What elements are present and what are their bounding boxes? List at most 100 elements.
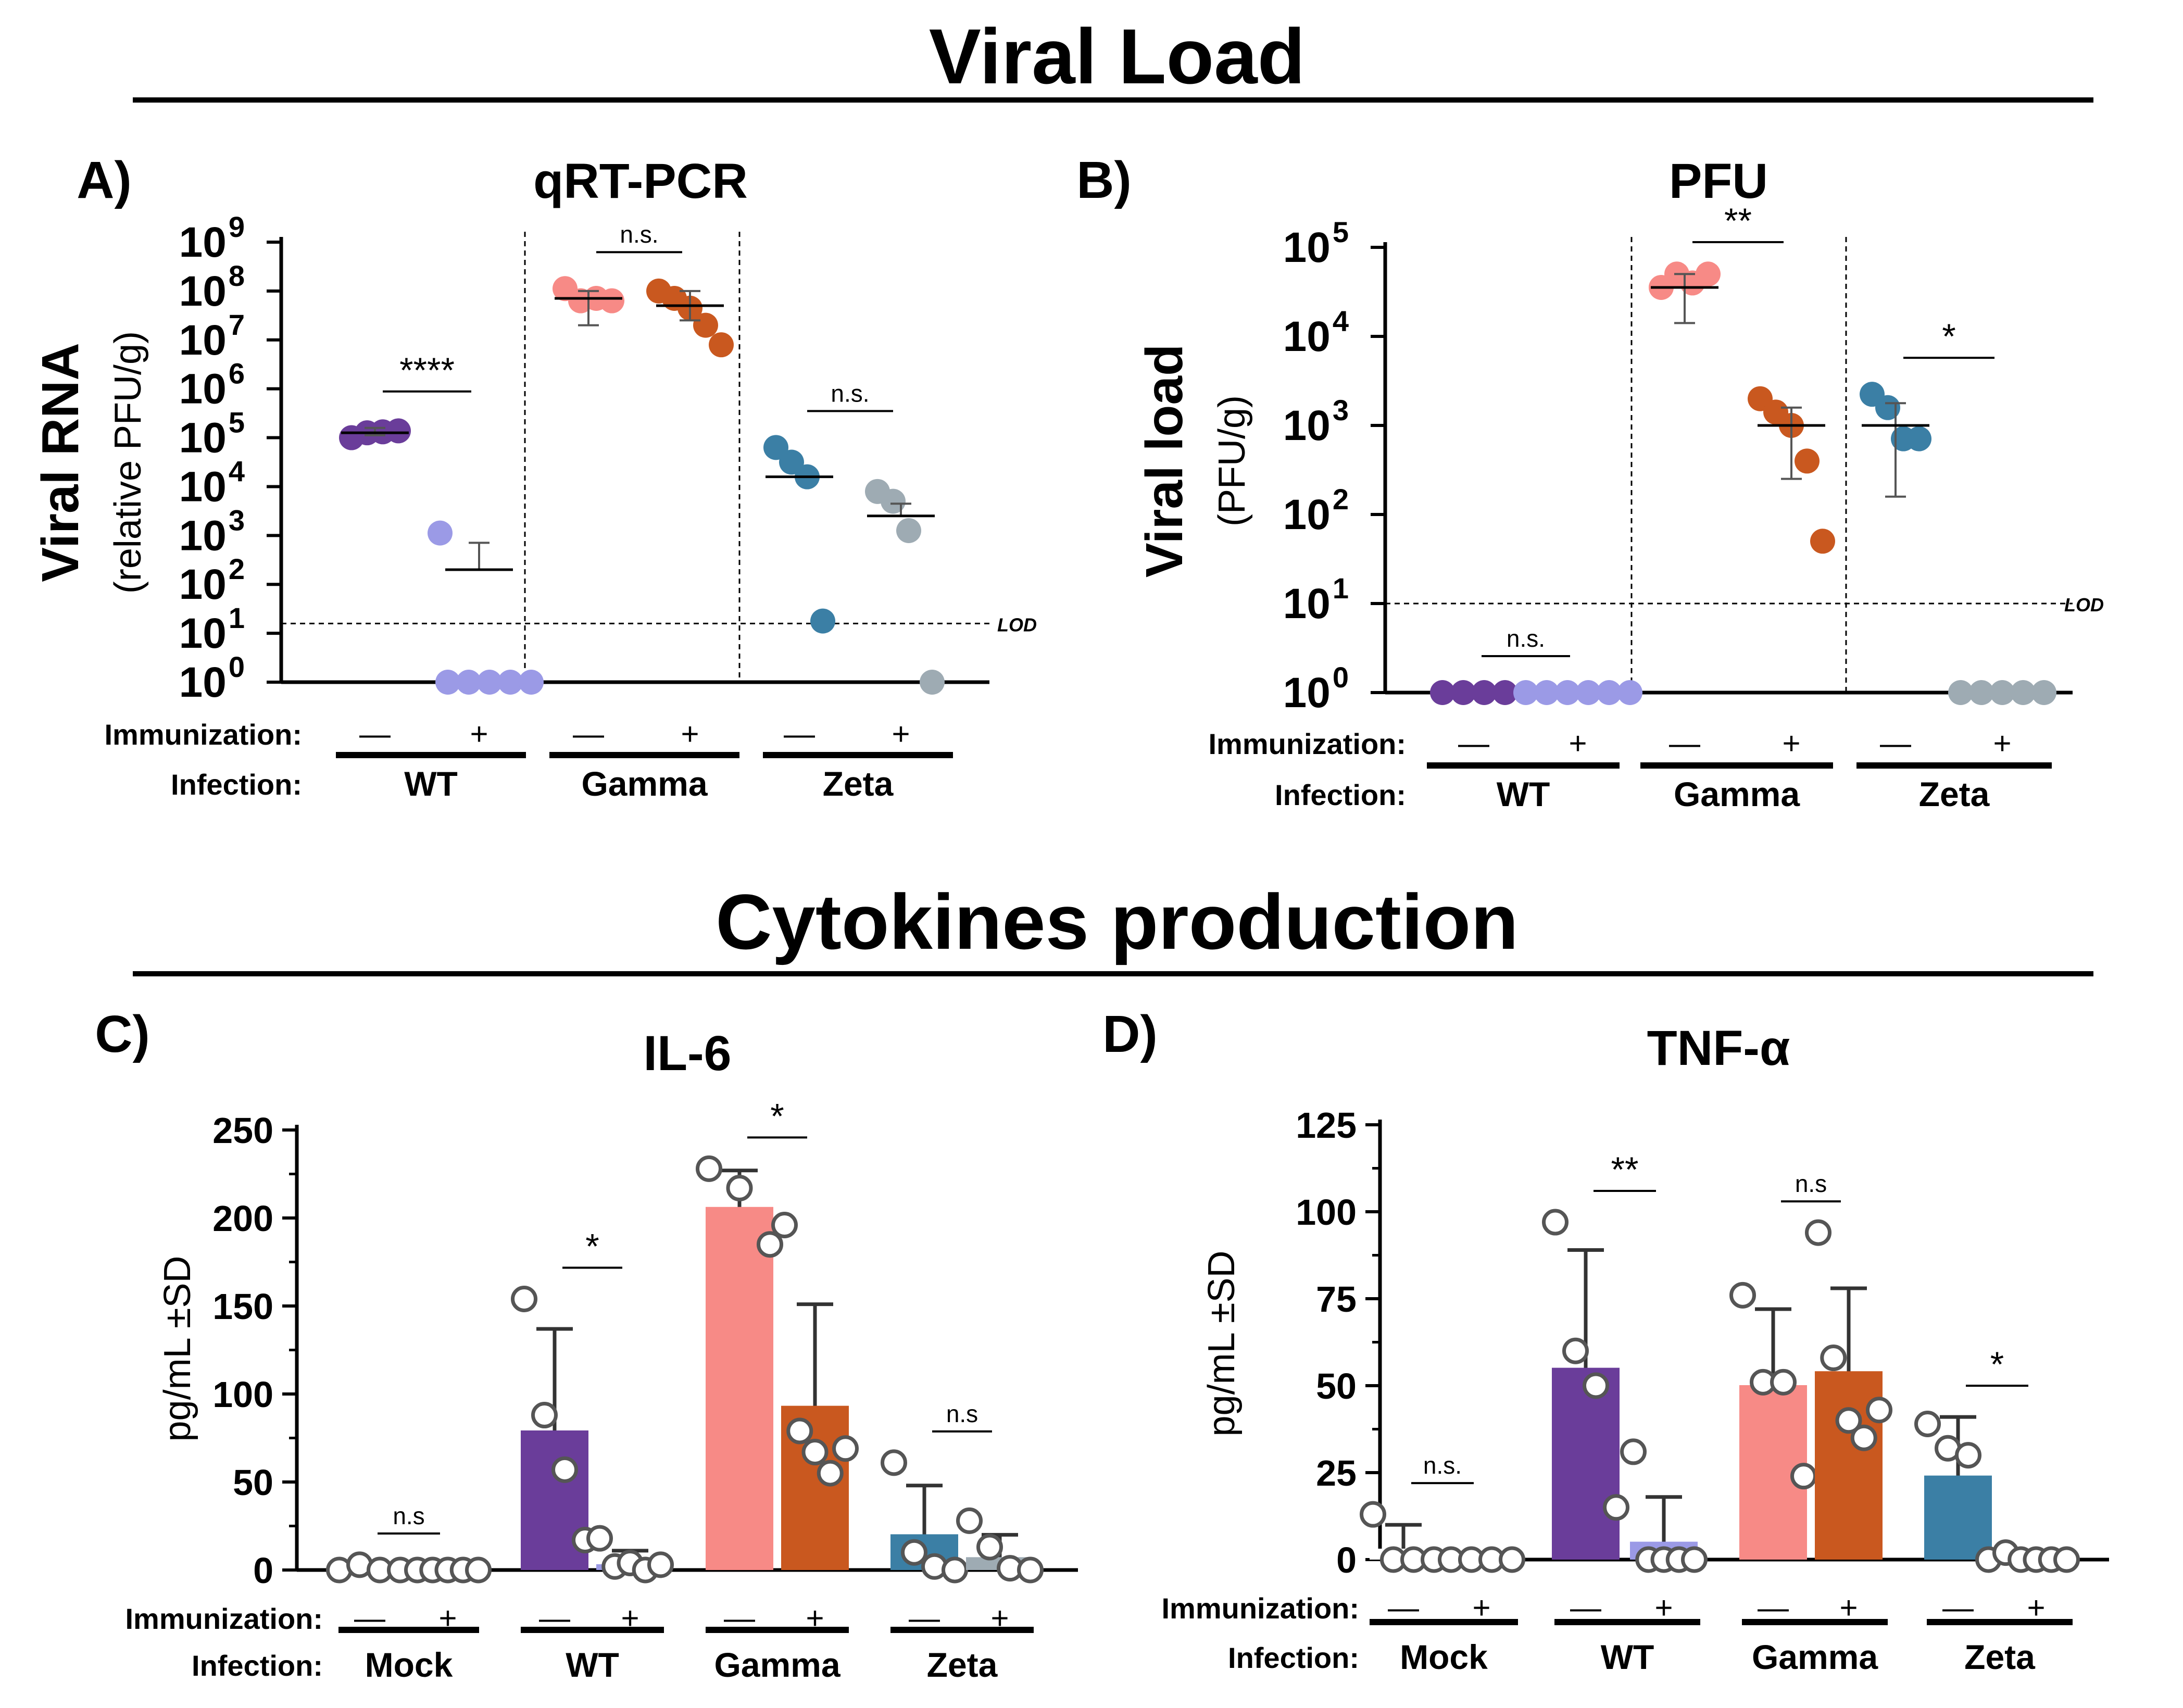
- data-point: [1850, 1424, 1877, 1451]
- panel-label: D): [1102, 1005, 1158, 1063]
- data-point: [1534, 680, 1559, 705]
- chart-title: qRT-PCR: [533, 154, 748, 209]
- data-point: [1955, 1442, 1981, 1469]
- data-point: [386, 418, 411, 444]
- y-tick-label: 105: [1283, 216, 1349, 271]
- immunization-tick-label: —: [1880, 726, 1911, 761]
- significance-label: *: [770, 1096, 784, 1136]
- data-point: [1617, 680, 1642, 705]
- data-point: [881, 1449, 907, 1476]
- series-7: [956, 1507, 1044, 1584]
- data-point: [1696, 261, 1721, 287]
- series-4: [696, 1155, 783, 1570]
- data-point: [779, 449, 804, 475]
- y-tick-label: 102: [1283, 483, 1349, 538]
- data-point: [1603, 1494, 1629, 1521]
- data-point: [1542, 1209, 1569, 1236]
- y-tick-label: 75: [1316, 1279, 1357, 1320]
- series-3: [586, 1525, 674, 1584]
- immunization-tick-label: +: [1993, 726, 2011, 761]
- y-tick-label: 25: [1316, 1453, 1357, 1493]
- data-point: [896, 518, 921, 543]
- panel-label: A): [77, 151, 132, 209]
- y-tick-label: 100: [179, 650, 245, 706]
- data-point: [832, 1435, 859, 1462]
- data-point: [1472, 680, 1497, 705]
- y-tick-label: 50: [233, 1462, 273, 1503]
- data-point: [1513, 680, 1538, 705]
- data-point: [1555, 680, 1580, 705]
- y-tick-label: 103: [179, 504, 245, 559]
- y-axis-label: Viral RNA: [31, 343, 90, 582]
- y-tick-label: 50: [1316, 1366, 1357, 1406]
- immunization-tick-label: +: [892, 717, 910, 751]
- significance-label: **: [1724, 201, 1752, 241]
- data-point: [976, 1534, 1003, 1561]
- data-point: [519, 670, 544, 695]
- immunization-row-label: Immunization:: [1161, 1592, 1359, 1625]
- infection-group-label: WT: [566, 1646, 619, 1684]
- immunization-row-label: Immunization:: [1208, 727, 1406, 760]
- data-point: [1835, 1407, 1862, 1434]
- data-point: [757, 1231, 783, 1258]
- significance-label: **: [1611, 1150, 1639, 1189]
- bar: [1552, 1368, 1620, 1560]
- y-tick-label: 104: [179, 455, 245, 510]
- data-point: [1914, 1410, 1941, 1437]
- series-5: [1805, 1219, 1892, 1560]
- infection-group-label: Gamma: [1752, 1638, 1878, 1676]
- data-point: [1990, 680, 2015, 705]
- data-point: [1729, 1282, 1756, 1309]
- infection-group-label: Zeta: [927, 1646, 998, 1684]
- y-tick-label: 108: [179, 259, 245, 315]
- data-point: [2031, 680, 2056, 705]
- data-point: [599, 288, 624, 313]
- data-point: [810, 608, 835, 634]
- infection-group-label: Gamma: [714, 1646, 840, 1684]
- data-point: [1360, 1501, 1386, 1528]
- series-1: [404, 1556, 492, 1584]
- series-5: [865, 479, 945, 695]
- immunization-tick-label: —: [359, 717, 391, 751]
- data-point: [477, 670, 502, 695]
- data-point: [693, 312, 718, 338]
- panel-B: B) PFU 100 101 102 103 104 105 Viral load (PFU/g)…: [1076, 151, 2104, 813]
- immunization-row-label: Immunization:: [104, 718, 302, 751]
- y-axis-label: pg/mL ±SD: [1201, 1251, 1243, 1437]
- infection-group-label: Gamma: [1674, 775, 1800, 813]
- y-tick-label: 102: [179, 552, 245, 608]
- panel-label: C): [95, 1005, 150, 1063]
- series-4: [1729, 1282, 1817, 1560]
- data-point: [1790, 1463, 1817, 1490]
- immunization-tick-label: —: [573, 717, 604, 751]
- section-title-cytokines: Cytokines production: [716, 878, 1519, 965]
- series-1: [428, 520, 544, 695]
- data-point: [2011, 680, 2036, 705]
- data-point: [956, 1507, 983, 1534]
- y-tick-label: 106: [179, 357, 245, 413]
- data-point: [1451, 680, 1476, 705]
- data-point: [1805, 1219, 1831, 1246]
- immunization-tick-label: +: [681, 717, 699, 751]
- series-3: [646, 278, 734, 358]
- infection-group-label: Mock: [365, 1646, 453, 1684]
- data-point: [1620, 1438, 1647, 1465]
- data-point: [1576, 680, 1601, 705]
- significance-label: n.s.: [1507, 625, 1545, 652]
- panels: A) qRT-PCR100101102103104105106107108109V…: [31, 151, 2109, 1684]
- data-point: [1820, 1345, 1847, 1372]
- data-point: [531, 1402, 558, 1429]
- y-tick-label: 101: [179, 601, 245, 657]
- infection-group-label: Zeta: [823, 764, 894, 803]
- data-point: [456, 670, 481, 695]
- section-title-viral-load: Viral Load: [929, 12, 1305, 100]
- y-tick-label: 107: [179, 308, 245, 364]
- y-axis-label: Viral load: [1135, 344, 1194, 577]
- y-tick-label: 100: [1283, 661, 1349, 717]
- data-point: [498, 670, 523, 695]
- data-point: [817, 1460, 844, 1487]
- data-point: [511, 1285, 537, 1312]
- series-2: [511, 1285, 598, 1570]
